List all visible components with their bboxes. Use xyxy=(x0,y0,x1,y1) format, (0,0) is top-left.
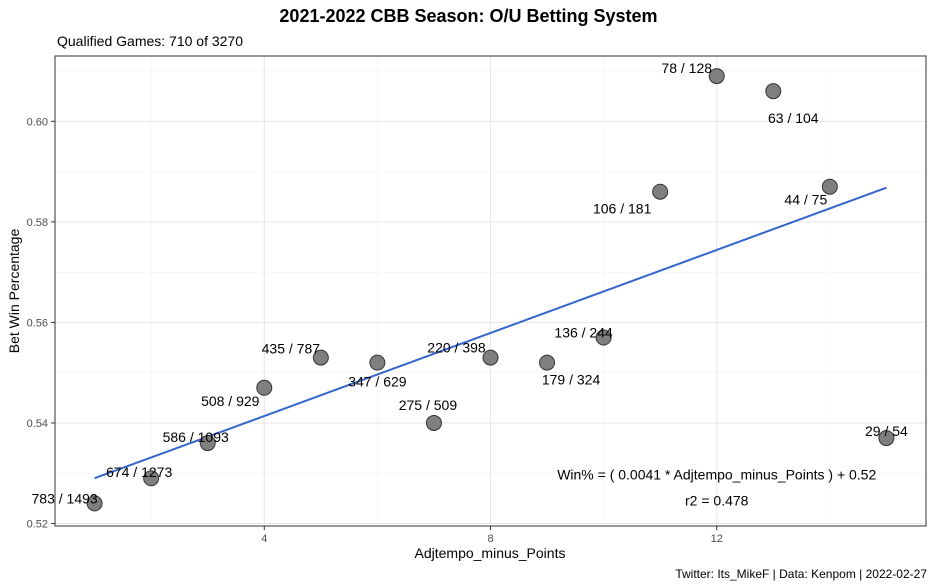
point-label: 435 / 787 xyxy=(262,341,321,357)
point-label: 586 / 1093 xyxy=(163,429,229,445)
data-points xyxy=(86,68,895,512)
point-label: 63 / 104 xyxy=(768,110,819,126)
data-point xyxy=(539,354,556,371)
data-point xyxy=(652,183,669,200)
chart-title: 2021-2022 CBB Season: O/U Betting System xyxy=(279,6,658,26)
regression-annotation: Win% = ( 0.0041 * Adjtempo_minus_Points … xyxy=(557,466,876,482)
data-point xyxy=(595,329,612,346)
data-point xyxy=(86,495,103,512)
trend-line-group xyxy=(94,186,887,480)
point-label: 220 / 398 xyxy=(427,340,486,356)
point-label: 44 / 75 xyxy=(784,192,827,208)
data-point xyxy=(369,354,386,371)
point-label: 275 / 509 xyxy=(399,397,458,413)
point-label: 136 / 244 xyxy=(554,324,613,340)
x-tick-label: 12 xyxy=(711,533,723,545)
chart-subtitle: Qualified Games: 710 of 3270 xyxy=(57,33,244,49)
data-point xyxy=(821,178,838,195)
data-point xyxy=(143,470,160,487)
data-point xyxy=(765,83,782,100)
point-label: 179 / 324 xyxy=(542,372,601,388)
point-label: 783 / 1493 xyxy=(32,490,98,506)
data-point xyxy=(256,379,273,396)
axes: 4 8 12 0.52 0.54 0.56 0.58 0.60 xyxy=(27,116,723,545)
chart-caption: Twitter: Its_MikeF | Data: Kenpom | 2022… xyxy=(675,567,927,581)
point-label: 347 / 629 xyxy=(348,374,407,390)
grid-lines xyxy=(55,56,926,526)
y-axis-title: Bet Win Percentage xyxy=(6,229,22,354)
point-label: 29 / 54 xyxy=(865,423,908,439)
x-axis-title: Adjtempo_minus_Points xyxy=(415,545,566,561)
x-tick-label: 4 xyxy=(261,533,267,545)
data-point xyxy=(425,414,442,431)
regression-annotation: r2 = 0.478 xyxy=(685,492,749,508)
regression-annotations: Win% = ( 0.0041 * Adjtempo_minus_Points … xyxy=(557,466,876,508)
y-tick-label: 0.56 xyxy=(27,317,48,329)
data-point xyxy=(482,349,499,366)
x-tick-label: 8 xyxy=(487,533,493,545)
y-tick-label: 0.60 xyxy=(27,116,48,128)
point-label: 106 / 181 xyxy=(593,201,652,217)
data-point xyxy=(878,430,895,447)
data-point xyxy=(199,435,216,452)
y-tick-label: 0.58 xyxy=(27,217,48,229)
point-labels: 783 / 1493 674 / 1273 586 / 1093 508 / 929 4… xyxy=(32,60,909,506)
regression-line xyxy=(94,186,887,480)
y-tick-label: 0.54 xyxy=(27,418,48,430)
point-label: 78 / 128 xyxy=(661,60,712,76)
data-point xyxy=(708,68,725,85)
y-tick-label: 0.52 xyxy=(27,518,48,530)
data-point xyxy=(312,349,329,366)
point-label: 508 / 929 xyxy=(201,393,260,409)
point-label: 674 / 1273 xyxy=(106,464,172,480)
